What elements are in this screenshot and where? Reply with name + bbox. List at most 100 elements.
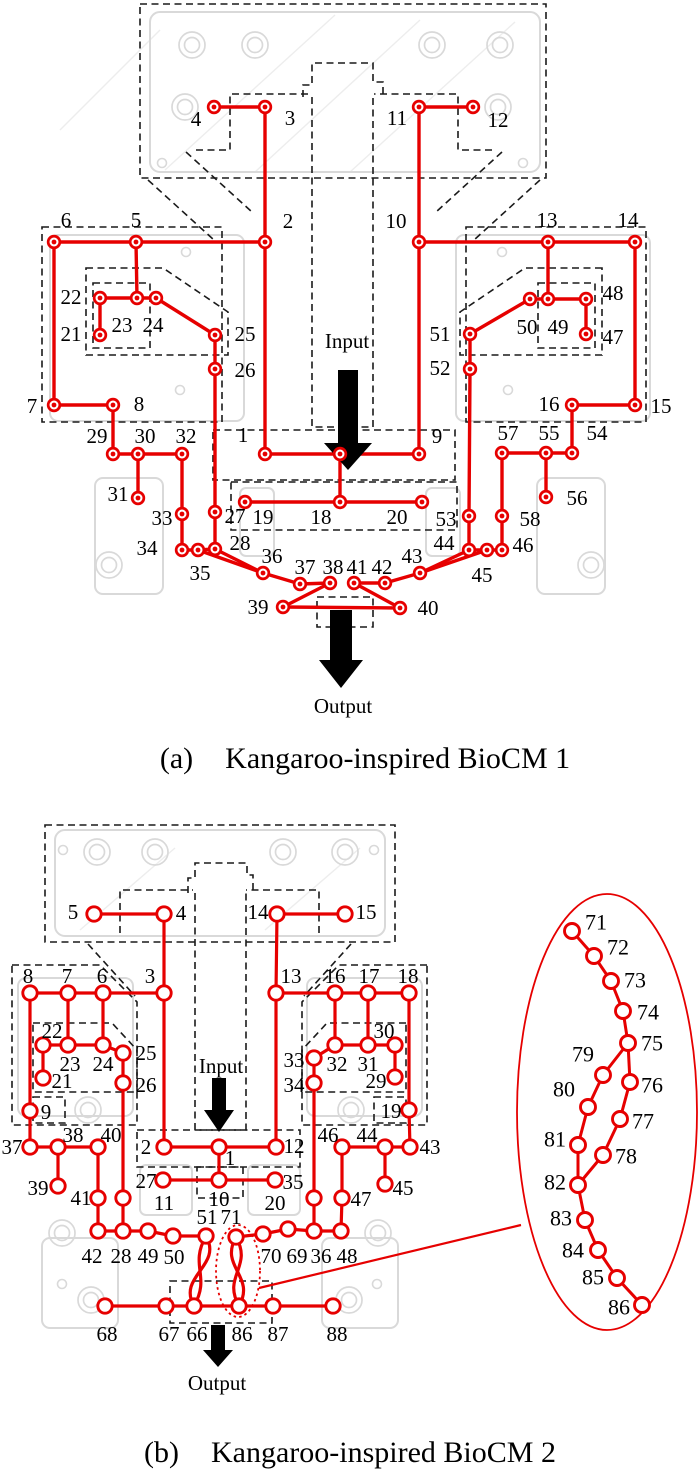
node-a-36 — [255, 565, 271, 581]
edge-a-5-23 — [134, 240, 139, 300]
node-label-inset-81: 81 — [544, 1127, 566, 1152]
node-a-21 — [92, 327, 108, 343]
caption-b-text: Kangaroo-inspired BioCM 2 — [211, 1436, 556, 1469]
node-label-b-32: 32 — [327, 1052, 348, 1076]
node-b-21 — [34, 1069, 52, 1087]
node-label-b-19: 19 — [381, 1099, 402, 1123]
node-label-b-39: 39 — [28, 1176, 49, 1200]
edge-a-43-45 — [418, 548, 489, 575]
bolt-hole-icon — [141, 838, 169, 866]
node-b-88 — [324, 1297, 342, 1315]
node-label-b-12: 12 — [284, 1134, 305, 1158]
zoom-region-ellipse — [215, 1224, 261, 1318]
node-label-b-51: 51 — [197, 1205, 218, 1229]
node-a-51 — [462, 326, 478, 342]
node-b-10 — [210, 1171, 228, 1189]
node-b-69 — [279, 1220, 297, 1238]
node-a-5 — [128, 234, 144, 250]
node-b-68 — [96, 1297, 114, 1315]
node-b-19 — [400, 1101, 418, 1119]
node-label-a-30: 30 — [135, 424, 156, 448]
node-b-36 — [305, 1222, 323, 1240]
node-label-inset-82: 82 — [544, 1170, 566, 1195]
node-b-8 — [21, 984, 39, 1002]
caption-a: (a) Kangaroo-inspired BioCM 1 — [15, 744, 700, 774]
ghost-outlines-a — [49, 11, 651, 595]
edge-a-35-36 — [196, 548, 265, 575]
node-label-a-24: 24 — [143, 313, 165, 337]
node-b-38 — [49, 1138, 67, 1156]
dashed-outlines-b — [11, 824, 428, 1324]
node-label-b-37: 37 — [2, 1135, 23, 1159]
node-label-a-3: 3 — [285, 106, 296, 130]
node-b-44 — [376, 1138, 394, 1156]
node-label-a-9: 9 — [432, 424, 443, 448]
node-label-b-25: 25 — [136, 1041, 157, 1065]
node-label-b-5: 5 — [68, 900, 79, 924]
node-a-31 — [130, 490, 146, 506]
node-b-34 — [305, 1074, 323, 1092]
node-b-2 — [155, 1138, 173, 1156]
node-b-51 — [197, 1227, 215, 1245]
node-label-a-39: 39 — [248, 595, 269, 619]
nodes-inset — [563, 922, 651, 1314]
node-a-50 — [522, 291, 538, 307]
node-a-43 — [412, 565, 428, 581]
input-label: Input — [199, 1054, 243, 1078]
node-a-39 — [275, 599, 291, 615]
node-label-a-10: 10 — [386, 209, 407, 233]
node-label-a-41: 41 — [347, 555, 368, 579]
node-a-34 — [174, 542, 190, 558]
node-a-29 — [105, 446, 121, 462]
node-label-b-46: 46 — [318, 1123, 339, 1147]
node-label-a-26: 26 — [235, 358, 256, 382]
node-b-5 — [85, 905, 103, 923]
node-label-a-33: 33 — [152, 506, 173, 530]
node-a-52 — [462, 361, 478, 377]
node-b-1 — [210, 1138, 228, 1156]
edge-a-38-39 — [281, 581, 332, 609]
node-label-b-70: 70 — [261, 1244, 282, 1268]
node-a-12 — [465, 99, 481, 115]
node-label-inset-74: 74 — [637, 1000, 659, 1025]
node-label-a-8: 8 — [134, 392, 145, 416]
node-inset-77 — [611, 1110, 629, 1128]
edge-a-40-41 — [352, 581, 402, 610]
nodes-a — [46, 99, 643, 616]
bolt-hole-icon — [83, 838, 111, 866]
bolt-hole-icon — [337, 1096, 365, 1124]
node-label-a-58: 58 — [520, 507, 541, 531]
small-hole-icon — [368, 844, 380, 856]
node-a-49 — [540, 291, 556, 307]
node-label-b-4: 4 — [176, 901, 187, 925]
node-label-b-30: 30 — [374, 1019, 395, 1043]
node-a-7 — [46, 397, 62, 413]
node-label-b-11: 11 — [154, 1191, 174, 1215]
node-a-38 — [322, 575, 338, 591]
node-a-42 — [377, 575, 393, 591]
node-a-16 — [564, 397, 580, 413]
node-label-a-17: 17 — [337, 419, 358, 443]
node-b-6 — [94, 984, 112, 1002]
node-b-3 — [155, 984, 173, 1002]
node-label-b-34: 34 — [284, 1073, 306, 1097]
node-a-40 — [392, 600, 408, 616]
small-hole-icon — [174, 384, 186, 396]
node-b-42 — [89, 1222, 107, 1240]
node-label-inset-84: 84 — [562, 1238, 584, 1263]
output-label: Output — [314, 694, 373, 718]
node-label-a-15: 15 — [651, 394, 672, 418]
node-inset-83 — [576, 1211, 594, 1229]
node-label-b-42: 42 — [82, 1244, 103, 1268]
node-label-b-35: 35 — [283, 1170, 304, 1194]
node-label-a-50: 50 — [517, 315, 538, 339]
node-b-49 — [139, 1222, 157, 1240]
node-label-b-14: 14 — [248, 900, 270, 924]
node-label-a-21: 21 — [61, 322, 82, 346]
node-label-inset-80: 80 — [553, 1077, 575, 1102]
node-inset-82 — [569, 1176, 587, 1194]
node-label-b-1: 1 — [225, 1146, 236, 1170]
node-label-b-88: 88 — [327, 1322, 348, 1346]
node-label-b-21: 21 — [52, 1069, 73, 1093]
